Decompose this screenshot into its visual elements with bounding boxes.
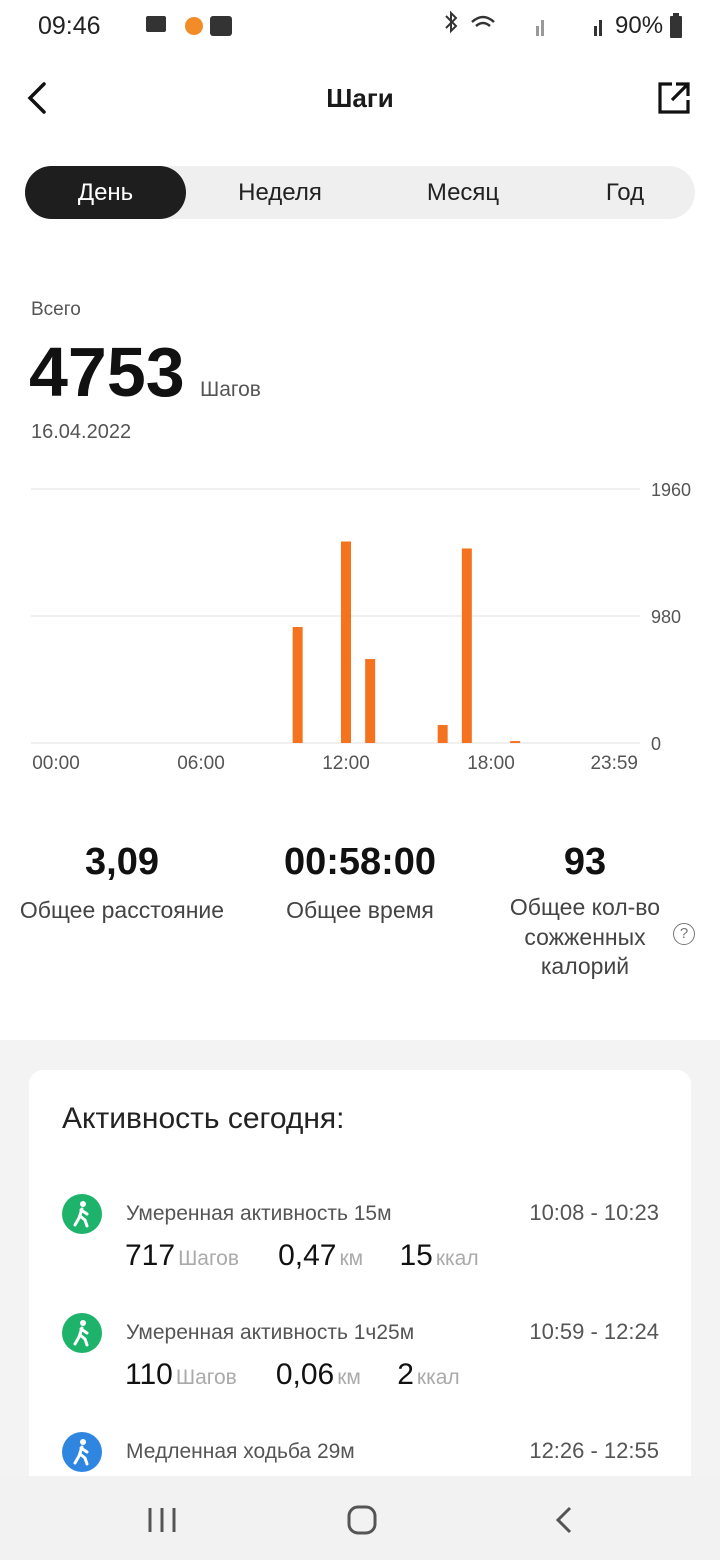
- y-tick-label: 980: [651, 607, 681, 627]
- stat-value: 3,09: [85, 841, 159, 883]
- x-tick-label: 18:00: [467, 753, 515, 774]
- battery-icon: [670, 13, 682, 38]
- nav-recent[interactable]: [140, 1500, 184, 1540]
- distance-unit: км: [337, 1366, 361, 1389]
- activity-icon: [62, 1194, 102, 1234]
- total-label: Всего: [31, 299, 81, 320]
- kcal-unit: ккал: [416, 1366, 460, 1389]
- date: 16.04.2022: [31, 421, 132, 443]
- activity-title: Активность сегодня:: [62, 1102, 345, 1135]
- status-time: 09:46: [38, 12, 101, 40]
- activity-name: Умеренная активность 15м: [126, 1202, 392, 1225]
- tab[interactable]: День: [77, 179, 134, 206]
- bar: [461, 548, 472, 743]
- steps-chart: 0 980 1960 00:00 06:00 12:00 18:00 23:59: [31, 480, 691, 774]
- steps-value: 110: [125, 1358, 173, 1391]
- bar: [341, 541, 351, 743]
- total-value: 4753: [29, 333, 185, 411]
- stat-label: Общее время: [286, 897, 434, 923]
- kcal-value: 2: [397, 1358, 414, 1391]
- distance-unit: км: [339, 1247, 364, 1270]
- distance-value: 0,06: [275, 1358, 335, 1391]
- activity-time: 10:59 - 12:24: [529, 1319, 659, 1344]
- activity-icon: [62, 1313, 102, 1353]
- x-tick-label: 06:00: [177, 753, 225, 774]
- status-signal: [445, 10, 602, 36]
- bar: [292, 627, 303, 743]
- back-button[interactable]: [20, 78, 60, 118]
- nav-back[interactable]: [542, 1500, 586, 1540]
- activity-time: 10:08 - 10:23: [529, 1200, 659, 1225]
- page-title: Шаги: [326, 83, 394, 113]
- battery-text: 90%: [615, 12, 664, 39]
- status-icons: [146, 16, 232, 36]
- activity-time: 12:26 - 12:55: [529, 1438, 659, 1463]
- stat-value: 93: [563, 841, 607, 883]
- x-tick-label: 00:00: [32, 753, 80, 774]
- tab[interactable]: Год: [605, 179, 645, 206]
- activity-icon: [62, 1432, 102, 1472]
- y-tick-label: 1960: [651, 480, 691, 500]
- tab[interactable]: Неделя: [238, 179, 322, 206]
- total-unit: Шагов: [200, 378, 261, 401]
- nav-bar: [0, 1476, 720, 1560]
- tab-active-pill: [25, 166, 186, 219]
- activity-name: Умеренная активность 1ч25м: [126, 1321, 415, 1344]
- kcal-value: 15: [399, 1239, 433, 1272]
- bar: [437, 724, 448, 743]
- steps-unit: Шагов: [175, 1366, 237, 1389]
- tab[interactable]: Месяц: [426, 179, 500, 206]
- steps-unit: Шагов: [178, 1247, 240, 1270]
- stat-label: Общее расстояние: [19, 897, 225, 923]
- walker-glyph: [73, 1201, 89, 1228]
- stat-value: 00:58:00: [283, 841, 437, 883]
- share-button[interactable]: [656, 80, 692, 116]
- activity-stats: 110 Шагов 0,06 км 2 ккал: [125, 1357, 460, 1396]
- activity-name: Медленная ходьба 29м: [126, 1440, 355, 1463]
- x-tick-label: 23:59: [590, 753, 638, 774]
- bar: [365, 659, 376, 743]
- activity-card: [29, 1070, 691, 1490]
- steps-value: 717: [125, 1239, 176, 1272]
- x-tick-label: 12:00: [322, 753, 370, 774]
- help-icon[interactable]: ?: [673, 923, 695, 945]
- y-tick-label: 0: [651, 734, 661, 754]
- activity-stats: 717 Шагов 0,47 км 15 ккал: [125, 1238, 479, 1277]
- walker-glyph: [73, 1439, 89, 1466]
- kcal-unit: ккал: [435, 1247, 479, 1270]
- nav-home[interactable]: [340, 1500, 384, 1540]
- walker-glyph: [73, 1320, 89, 1347]
- distance-value: 0,47: [278, 1239, 337, 1272]
- bar: [510, 741, 521, 743]
- stat-label: Общее кол-во сожженных калорий: [509, 894, 661, 979]
